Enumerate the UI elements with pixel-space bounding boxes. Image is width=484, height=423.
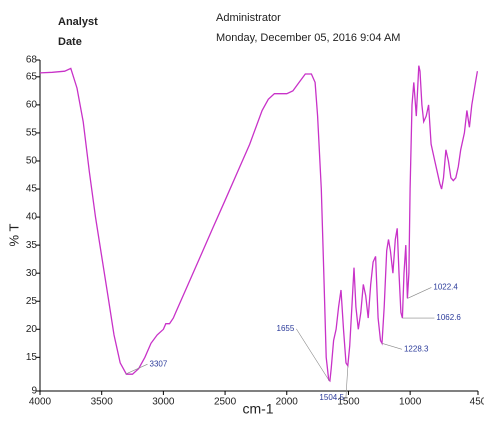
annotation-label: 1228.3 (404, 344, 429, 353)
spectrum-line (39, 65, 479, 383)
y-tick-label: 45 (26, 184, 38, 195)
x-tick-label: 2000 (276, 397, 299, 408)
x-tick-label: 450 (470, 397, 484, 408)
annotation-label: 1022.4 (433, 283, 458, 292)
y-tick-label: 40 (26, 212, 38, 223)
y-tick-label: 9 (31, 386, 37, 397)
x-tick-label: 2500 (214, 397, 237, 408)
y-tick-label: 60 (26, 100, 38, 111)
annotation-label: 1062.6 (436, 313, 461, 322)
annotation-leader (125, 363, 148, 375)
x-tick-label: 4000 (29, 397, 52, 408)
y-tick-label: 25 (26, 296, 38, 307)
annotation-label: 1504.5 (319, 393, 344, 402)
y-tick-label: 20 (26, 324, 38, 335)
analyst-label: Analyst (58, 16, 98, 28)
y-tick-label: 15 (26, 352, 38, 363)
x-tick-label: 3000 (152, 397, 175, 408)
y-tick-label: 68 (26, 55, 38, 66)
annotation-label: 1655 (277, 324, 295, 333)
y-tick-label: 50 (26, 156, 38, 167)
y-tick-label: 30 (26, 268, 38, 279)
annotation-leader (407, 287, 432, 299)
timestamp: Monday, December 05, 2016 9:04 AM (216, 32, 400, 44)
x-axis-label: cm-1 (242, 401, 273, 417)
annotation-leader (296, 328, 330, 382)
x-tick-label: 1000 (399, 397, 422, 408)
user: Administrator (216, 12, 281, 24)
x-tick-label: 1500 (337, 397, 360, 408)
annotation-leader (345, 365, 349, 398)
date-label: Date (58, 36, 82, 48)
annotation-label: 3307 (150, 359, 168, 368)
x-tick-label: 3500 (91, 397, 114, 408)
y-tick-label: 65 (26, 71, 38, 82)
y-tick-label: 35 (26, 240, 38, 251)
y-axis-label: % T (6, 224, 21, 247)
annotation-leader (381, 343, 403, 350)
y-tick-label: 55 (26, 128, 38, 139)
